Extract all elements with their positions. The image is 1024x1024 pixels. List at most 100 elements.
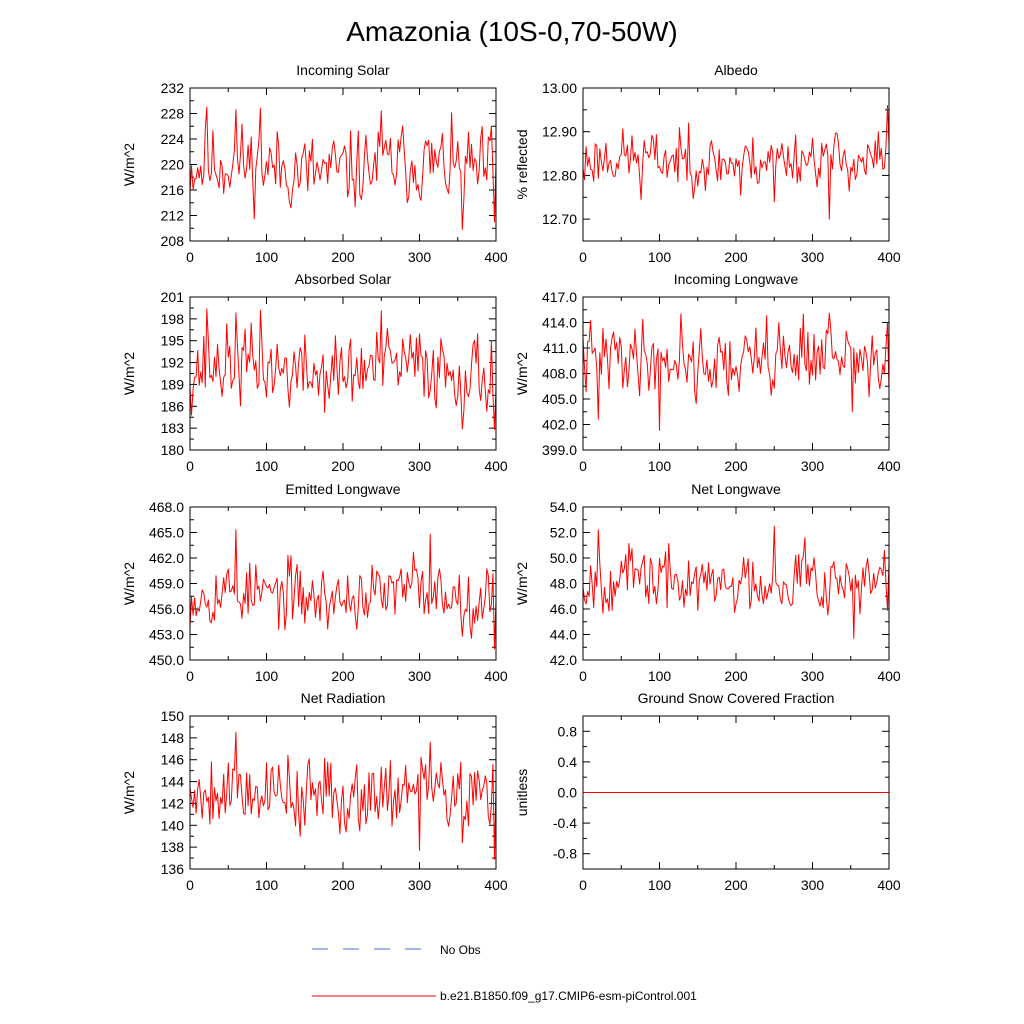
y-tick-label: 46.0 [550,601,577,617]
y-tick-label: 13.00 [542,80,577,96]
x-tick-label: 0 [579,458,587,474]
x-tick-label: 0 [579,668,587,684]
panel-title: Incoming Longwave [674,271,799,287]
x-tick-label: 100 [648,668,672,684]
y-tick-label: 216 [161,182,185,198]
x-tick-label: 300 [408,249,432,265]
x-tick-label: 100 [255,458,279,474]
y-axis-label: W/m^2 [514,352,530,395]
panel-title: Albedo [714,62,758,78]
x-tick-label: 0 [186,249,194,265]
y-tick-label: 144 [161,774,185,790]
y-tick-label: 232 [161,80,185,96]
x-tick-label: 400 [877,458,901,474]
x-tick-label: 400 [877,668,901,684]
x-tick-label: 300 [801,668,825,684]
y-tick-label: 456.0 [149,601,184,617]
y-tick-label: 136 [161,861,185,877]
series-line [189,731,497,860]
y-tick-label: 220 [161,157,185,173]
panel-title: Net Radiation [301,690,386,706]
y-tick-label: 180 [161,442,185,458]
x-tick-label: 400 [484,458,508,474]
x-tick-label: 300 [408,877,432,893]
y-axis-label: W/m^2 [121,352,137,395]
x-tick-label: 100 [648,877,672,893]
panel-2: Albedo % reflected 12.70 12.80 12.90 13.00 0 10… [514,62,901,265]
x-tick-label: 0 [579,249,587,265]
y-tick-label: 399.0 [542,442,577,458]
panels-group: Incoming Solar W/m^2 208 212 216 220 224 228 232… [121,62,901,893]
plot-frame [189,87,497,242]
y-tick-label: 140 [161,817,185,833]
x-tick-label: 100 [255,877,279,893]
y-tick-label: 228 [161,106,185,122]
y-tick-label: 411.0 [543,340,577,356]
series-line [189,529,497,650]
y-tick-label: 462.0 [149,550,184,566]
y-tick-label: 212 [161,208,185,224]
y-tick-label: 208 [161,233,185,249]
y-tick-label: 224 [161,131,185,147]
series-line [582,525,890,639]
panel-title: Absorbed Solar [295,271,392,287]
legend-no-obs-label: No Obs [440,943,481,957]
y-tick-label: 12.90 [542,124,577,140]
plot-frame [189,296,497,451]
panel-5: Emitted Longwave W/m^2 450.0 453.0 456.0 459.… [121,481,508,684]
y-tick-label: 44.0 [550,627,577,643]
x-tick-label: 400 [484,249,508,265]
x-tick-label: 0 [186,458,194,474]
panel-title: Ground Snow Covered Fraction [638,690,835,706]
x-tick-label: 0 [579,877,587,893]
x-tick-label: 400 [877,877,901,893]
y-tick-label: 0.0 [558,785,578,801]
x-tick-label: 300 [801,249,825,265]
y-tick-label: 201 [161,289,185,305]
figure-title: Amazonia (10S-0,70-50W) [346,16,677,47]
y-tick-label: 12.80 [542,167,577,183]
y-tick-label: 12.70 [542,211,577,227]
plot-frame [582,715,890,870]
series-line [189,106,497,230]
y-tick-label: 450.0 [149,652,184,668]
panel-title: Incoming Solar [296,62,390,78]
y-tick-label: 192 [161,355,185,371]
y-tick-label: 142 [161,795,185,811]
y-tick-label: 0.8 [558,723,578,739]
x-tick-label: 200 [331,458,355,474]
y-tick-label: 0.4 [558,754,578,770]
y-tick-label: 183 [161,420,185,436]
x-tick-label: 0 [186,877,194,893]
x-tick-label: 200 [724,458,748,474]
x-tick-label: 100 [648,458,672,474]
panel-title: Emitted Longwave [285,481,400,497]
legend-model-label: b.e21.B1850.f09_g17.CMIP6-esm-piControl.… [440,989,697,1003]
series-line [582,105,890,220]
y-tick-label: 146 [161,752,185,768]
x-tick-label: 400 [484,877,508,893]
x-tick-label: 400 [877,249,901,265]
y-axis-label: W/m^2 [121,771,137,814]
y-tick-label: 42.0 [550,652,577,668]
x-tick-label: 200 [331,877,355,893]
y-tick-label: 48.0 [550,576,577,592]
y-tick-label: 50.0 [550,550,577,566]
x-tick-label: 200 [724,249,748,265]
y-tick-label: 195 [161,333,185,349]
y-tick-label: 408.0 [542,366,577,382]
y-tick-label: 405.0 [542,391,577,407]
x-tick-label: 100 [255,668,279,684]
y-tick-label: 417.0 [542,289,577,305]
panel-title: Net Longwave [691,481,781,497]
legend: No Obs b.e21.B1850.f09_g17.CMIP6-esm-piC… [312,943,697,1003]
x-tick-label: 300 [408,458,432,474]
panel-3: Absorbed Solar W/m^2 180 183 186 189 192 195 198… [121,271,508,474]
plot-frame [582,506,890,661]
x-tick-label: 200 [724,877,748,893]
series-line [582,312,890,431]
y-tick-label: 459.0 [149,576,184,592]
y-tick-label: 189 [161,376,185,392]
y-tick-label: 148 [161,730,185,746]
